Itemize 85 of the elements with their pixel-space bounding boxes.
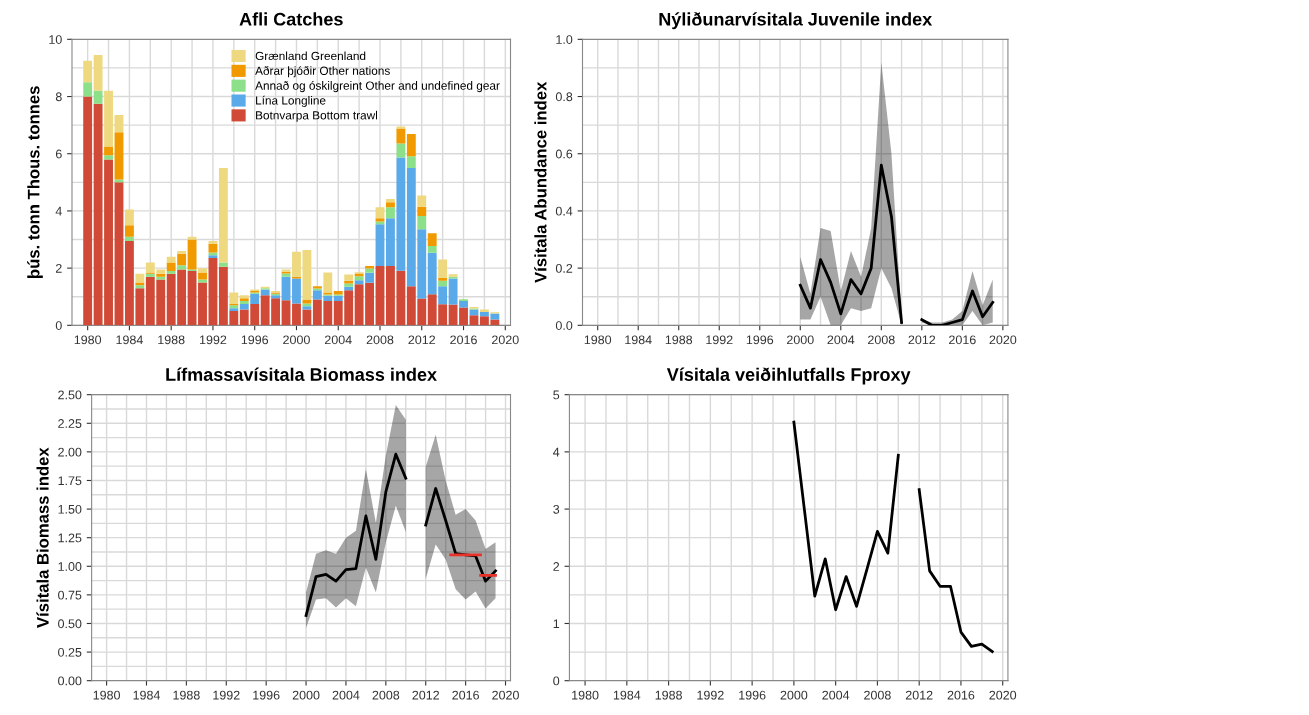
- x-tick-label: 1988: [665, 335, 693, 345]
- x-tick-label: 2020: [492, 335, 519, 345]
- y-tick-label: 1: [553, 619, 560, 629]
- y-tick-label: 2.00: [58, 447, 82, 457]
- y-tick-label: 6: [55, 149, 62, 159]
- x-tick-label: 1984: [116, 335, 143, 345]
- x-tick-label: 2000: [780, 690, 808, 700]
- x-tick-label: 2004: [827, 335, 855, 345]
- x-tick-label: 2008: [372, 690, 400, 700]
- x-tick-label: 2012: [908, 335, 936, 345]
- x-tick-label: 1980: [572, 690, 599, 700]
- y-tick-label: 2.50: [58, 390, 82, 400]
- y-tick-label: 0.25: [58, 647, 82, 657]
- legend-label: Lína Longline: [256, 95, 326, 107]
- y-tick-label: 10: [49, 35, 62, 44]
- y-tick-label: 0.0: [555, 321, 573, 330]
- x-tick-label: 1988: [158, 335, 185, 345]
- x-tick-label: 2004: [822, 690, 850, 700]
- y-tick-label: 0: [553, 676, 560, 686]
- x-tick-label: 2016: [452, 690, 479, 700]
- x-tick-label: 2012: [408, 335, 436, 345]
- legend-label: Annað og óskilgreint Other and undefined gear: [255, 80, 500, 93]
- legend-label: Aðrar þjóðir Other nations: [255, 66, 390, 78]
- x-tick-label: 2004: [332, 690, 360, 700]
- x-tick-label: 1992: [697, 690, 724, 700]
- y-axis-title: þús. tonn Thous. tonnes: [27, 86, 43, 278]
- chart-title: Afli Catches: [239, 12, 343, 26]
- x-tick-label: 2012: [905, 690, 933, 700]
- x-tick-label: 2008: [864, 690, 891, 700]
- legend-label: Botnvarpa Bottom trawl: [256, 110, 378, 122]
- x-tick-label: 1984: [625, 335, 652, 345]
- x-tick-label: 2016: [947, 690, 975, 700]
- y-tick-label: 4: [55, 206, 62, 216]
- x-tick-label: 1988: [655, 690, 682, 700]
- y-tick-label: 1.0: [556, 35, 573, 44]
- x-tick-label: 1996: [253, 690, 280, 700]
- legend-label: Grænland Greenland: [255, 51, 366, 61]
- x-tick-label: 2008: [366, 335, 394, 345]
- y-tick-label: 0: [55, 321, 62, 330]
- y-axis-title: Vísitala Abundance index: [534, 81, 547, 283]
- y-tick-label: 0.00: [58, 676, 82, 686]
- y-tick-label: 0.8: [555, 92, 573, 102]
- x-tick-label: 2020: [492, 690, 519, 700]
- x-tick-label: 1988: [173, 690, 200, 700]
- y-tick-label: 8: [55, 92, 62, 102]
- x-tick-label: 2008: [868, 335, 895, 345]
- x-tick-label: 2016: [949, 335, 976, 345]
- x-tick-label: 1992: [213, 690, 240, 700]
- y-tick-label: 1.25: [58, 533, 82, 543]
- y-tick-label: 0.50: [58, 619, 82, 629]
- x-tick-label: 2020: [989, 690, 1017, 700]
- y-tick-label: 0.2: [555, 263, 573, 273]
- x-tick-label: 2012: [412, 690, 440, 700]
- x-tick-label: 2016: [450, 335, 477, 345]
- x-tick-label: 1996: [241, 335, 269, 345]
- y-tick-label: 0.6: [555, 149, 573, 159]
- y-axis-title: Vísitala Biomass index: [36, 447, 49, 628]
- y-tick-label: 4: [553, 447, 560, 457]
- x-tick-label: 1984: [613, 690, 641, 700]
- y-tick-label: 3: [553, 504, 560, 514]
- y-tick-label: 2: [553, 562, 560, 571]
- chart-title: Nýliðunarvísitala Juvenile index: [659, 12, 933, 30]
- y-tick-label: 1.75: [58, 476, 82, 486]
- x-tick-label: 1980: [93, 690, 121, 700]
- x-tick-label: 2000: [787, 335, 814, 345]
- x-tick-label: 2000: [283, 335, 310, 345]
- x-tick-label: 1980: [584, 335, 612, 345]
- y-tick-label: 2.25: [58, 419, 82, 428]
- chart-title: Vísitala veiðihlutfalls Fproxy: [666, 367, 911, 385]
- x-tick-label: 1996: [746, 335, 774, 345]
- y-tick-label: 1.00: [58, 562, 82, 571]
- y-tick-label: 1.50: [58, 504, 82, 514]
- x-tick-label: 1984: [133, 690, 161, 700]
- x-tick-label: 1992: [200, 335, 227, 345]
- y-tick-label: 2: [55, 263, 62, 273]
- x-tick-label: 1996: [739, 690, 766, 700]
- chart-title: Lífmassavísitala Biomass index: [166, 367, 437, 381]
- x-tick-label: 1992: [706, 335, 733, 345]
- x-tick-label: 1980: [74, 335, 102, 345]
- y-tick-label: 5: [553, 390, 560, 400]
- x-tick-label: 2004: [324, 335, 352, 345]
- x-tick-label: 2000: [292, 690, 320, 700]
- x-tick-label: 2020: [989, 335, 1017, 345]
- y-tick-label: 0.4: [555, 206, 573, 216]
- y-tick-label: 0.75: [58, 590, 82, 600]
